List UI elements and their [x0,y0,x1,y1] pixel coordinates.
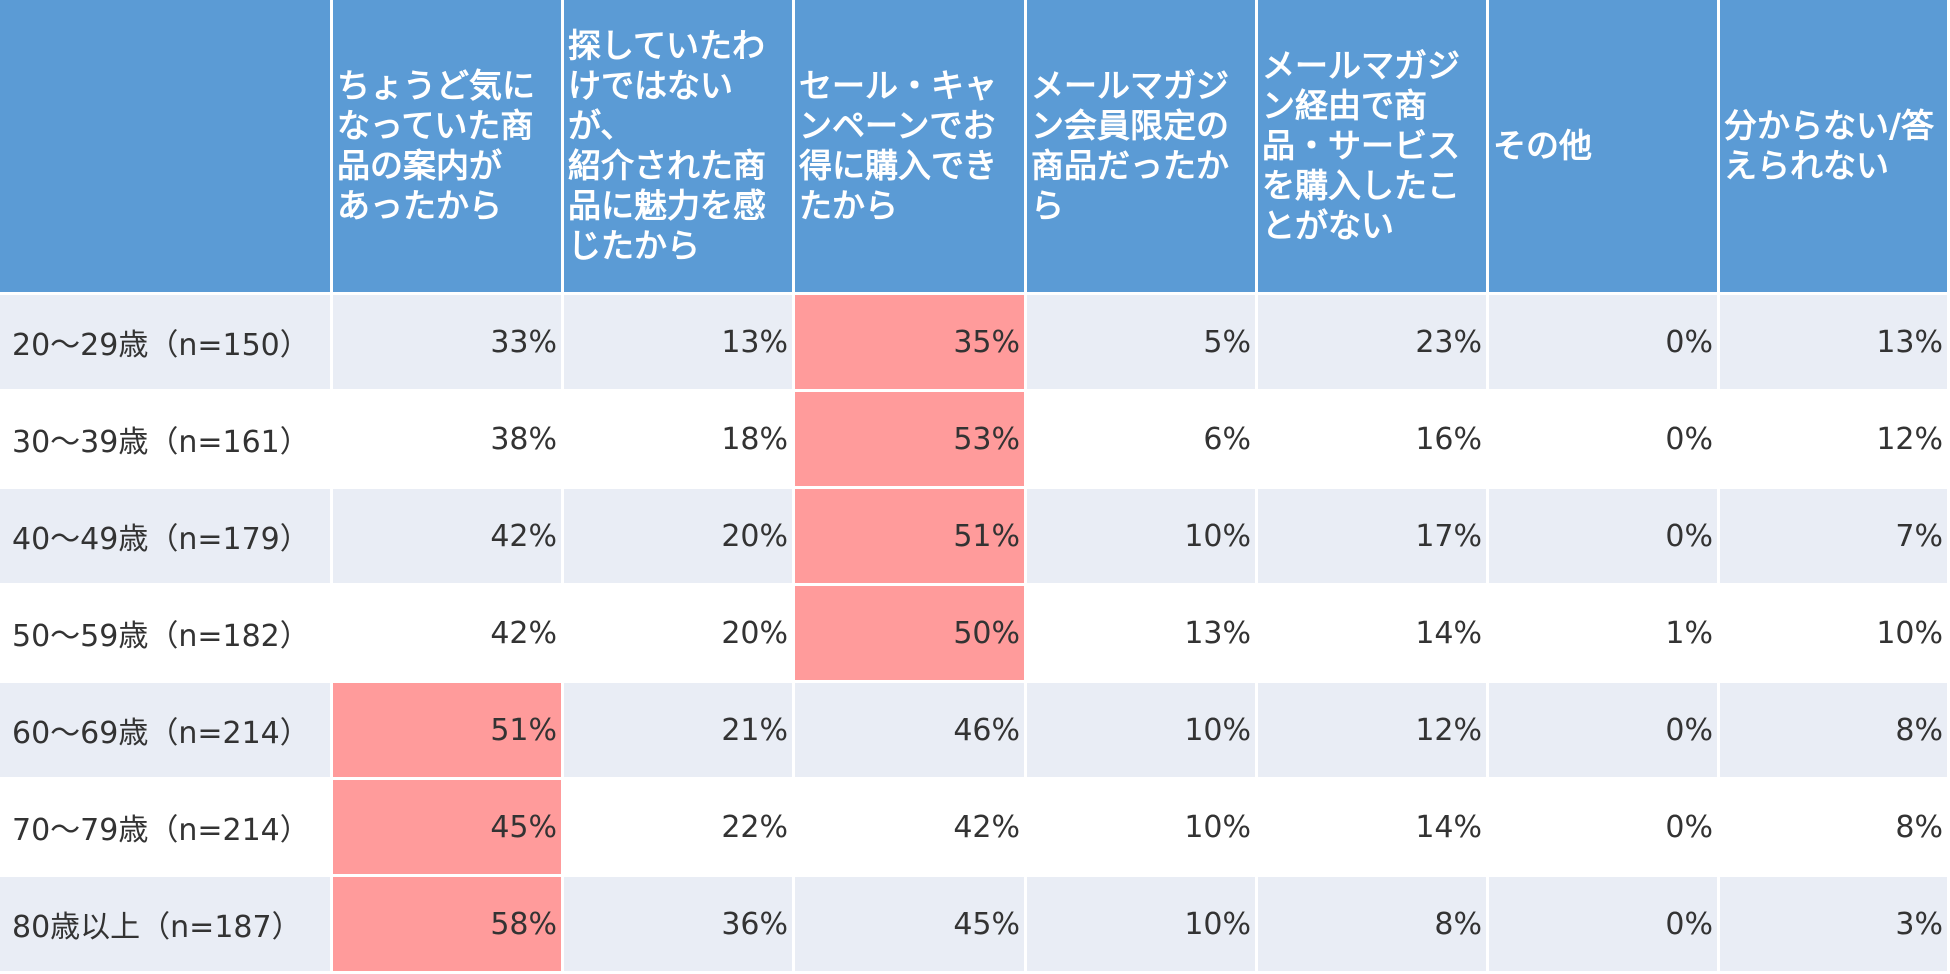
table-row: 60〜69歳（n=214） 51% 21% 46% 10% 12% 0% 8% [0,683,1950,780]
data-cell: 6% [1027,392,1258,489]
column-header: メールマガジ ン経由で商 品・サービス を購入したこ とがない [1258,0,1489,295]
column-header: メールマガジ ン会員限定の 商品だったか ら [1027,0,1258,295]
data-cell: 10% [1027,877,1258,974]
table-body: 20〜29歳（n=150） 33% 13% 35% 5% 23% 0% 13% 30〜39歳（n… [0,295,1950,974]
data-cell: 36% [564,877,795,974]
table-row: 30〜39歳（n=161） 38% 18% 53% 6% 16% 0% 12% [0,392,1950,489]
row-label: 50〜59歳（n=182） [0,586,333,683]
data-cell: 23% [1258,295,1489,392]
data-cell: 0% [1489,683,1720,780]
data-cell: 14% [1258,586,1489,683]
data-cell: 46% [795,683,1027,780]
data-cell: 10% [1720,586,1950,683]
data-cell: 13% [1027,586,1258,683]
data-cell: 20% [564,586,795,683]
data-cell: 8% [1720,780,1950,877]
data-cell: 33% [333,295,564,392]
data-cell: 10% [1027,780,1258,877]
table-row: 50〜59歳（n=182） 42% 20% 50% 13% 14% 1% 10% [0,586,1950,683]
data-cell: 10% [1027,489,1258,586]
data-cell: 13% [564,295,795,392]
data-cell: 12% [1720,392,1950,489]
column-header: 分からない/答 えられない [1720,0,1950,295]
row-label: 80歳以上（n=187） [0,877,333,974]
data-cell: 58% [333,877,564,974]
data-cell: 42% [795,780,1027,877]
data-cell: 45% [333,780,564,877]
row-label: 70〜79歳（n=214） [0,780,333,877]
data-cell: 53% [795,392,1027,489]
data-cell: 8% [1258,877,1489,974]
data-cell: 5% [1027,295,1258,392]
row-label: 60〜69歳（n=214） [0,683,333,780]
data-cell: 0% [1489,780,1720,877]
column-header: セール・キャ ンペーンでお 得に購入でき たから [795,0,1027,295]
table-row: 70〜79歳（n=214） 45% 22% 42% 10% 14% 0% 8% [0,780,1950,877]
data-cell: 18% [564,392,795,489]
data-cell: 8% [1720,683,1950,780]
data-cell: 42% [333,489,564,586]
row-label: 40〜49歳（n=179） [0,489,333,586]
data-cell: 35% [795,295,1027,392]
data-cell: 10% [1027,683,1258,780]
data-cell: 14% [1258,780,1489,877]
data-cell: 0% [1489,392,1720,489]
data-cell: 12% [1258,683,1489,780]
data-cell: 7% [1720,489,1950,586]
row-label: 20〜29歳（n=150） [0,295,333,392]
corner-header [0,0,333,295]
header-row: ちょうど気に なっていた商 品の案内が あったから 探していたわ けではないが、… [0,0,1950,295]
data-cell: 38% [333,392,564,489]
data-cell: 1% [1489,586,1720,683]
data-cell: 16% [1258,392,1489,489]
data-cell: 13% [1720,295,1950,392]
data-cell: 0% [1489,877,1720,974]
data-cell: 0% [1489,489,1720,586]
table-row: 40〜49歳（n=179） 42% 20% 51% 10% 17% 0% 7% [0,489,1950,586]
column-header: その他 [1489,0,1720,295]
table-row: 80歳以上（n=187） 58% 36% 45% 10% 8% 0% 3% [0,877,1950,974]
data-cell: 22% [564,780,795,877]
row-label: 30〜39歳（n=161） [0,392,333,489]
data-cell: 20% [564,489,795,586]
data-cell: 45% [795,877,1027,974]
data-cell: 3% [1720,877,1950,974]
data-cell: 21% [564,683,795,780]
data-cell: 17% [1258,489,1489,586]
column-header: ちょうど気に なっていた商 品の案内が あったから [333,0,564,295]
data-cell: 42% [333,586,564,683]
data-cell: 50% [795,586,1027,683]
table-row: 20〜29歳（n=150） 33% 13% 35% 5% 23% 0% 13% [0,295,1950,392]
data-cell: 51% [333,683,564,780]
column-header: 探していたわ けではないが、 紹介された商 品に魅力を感 じたから [564,0,795,295]
data-cell: 0% [1489,295,1720,392]
data-cell: 51% [795,489,1027,586]
